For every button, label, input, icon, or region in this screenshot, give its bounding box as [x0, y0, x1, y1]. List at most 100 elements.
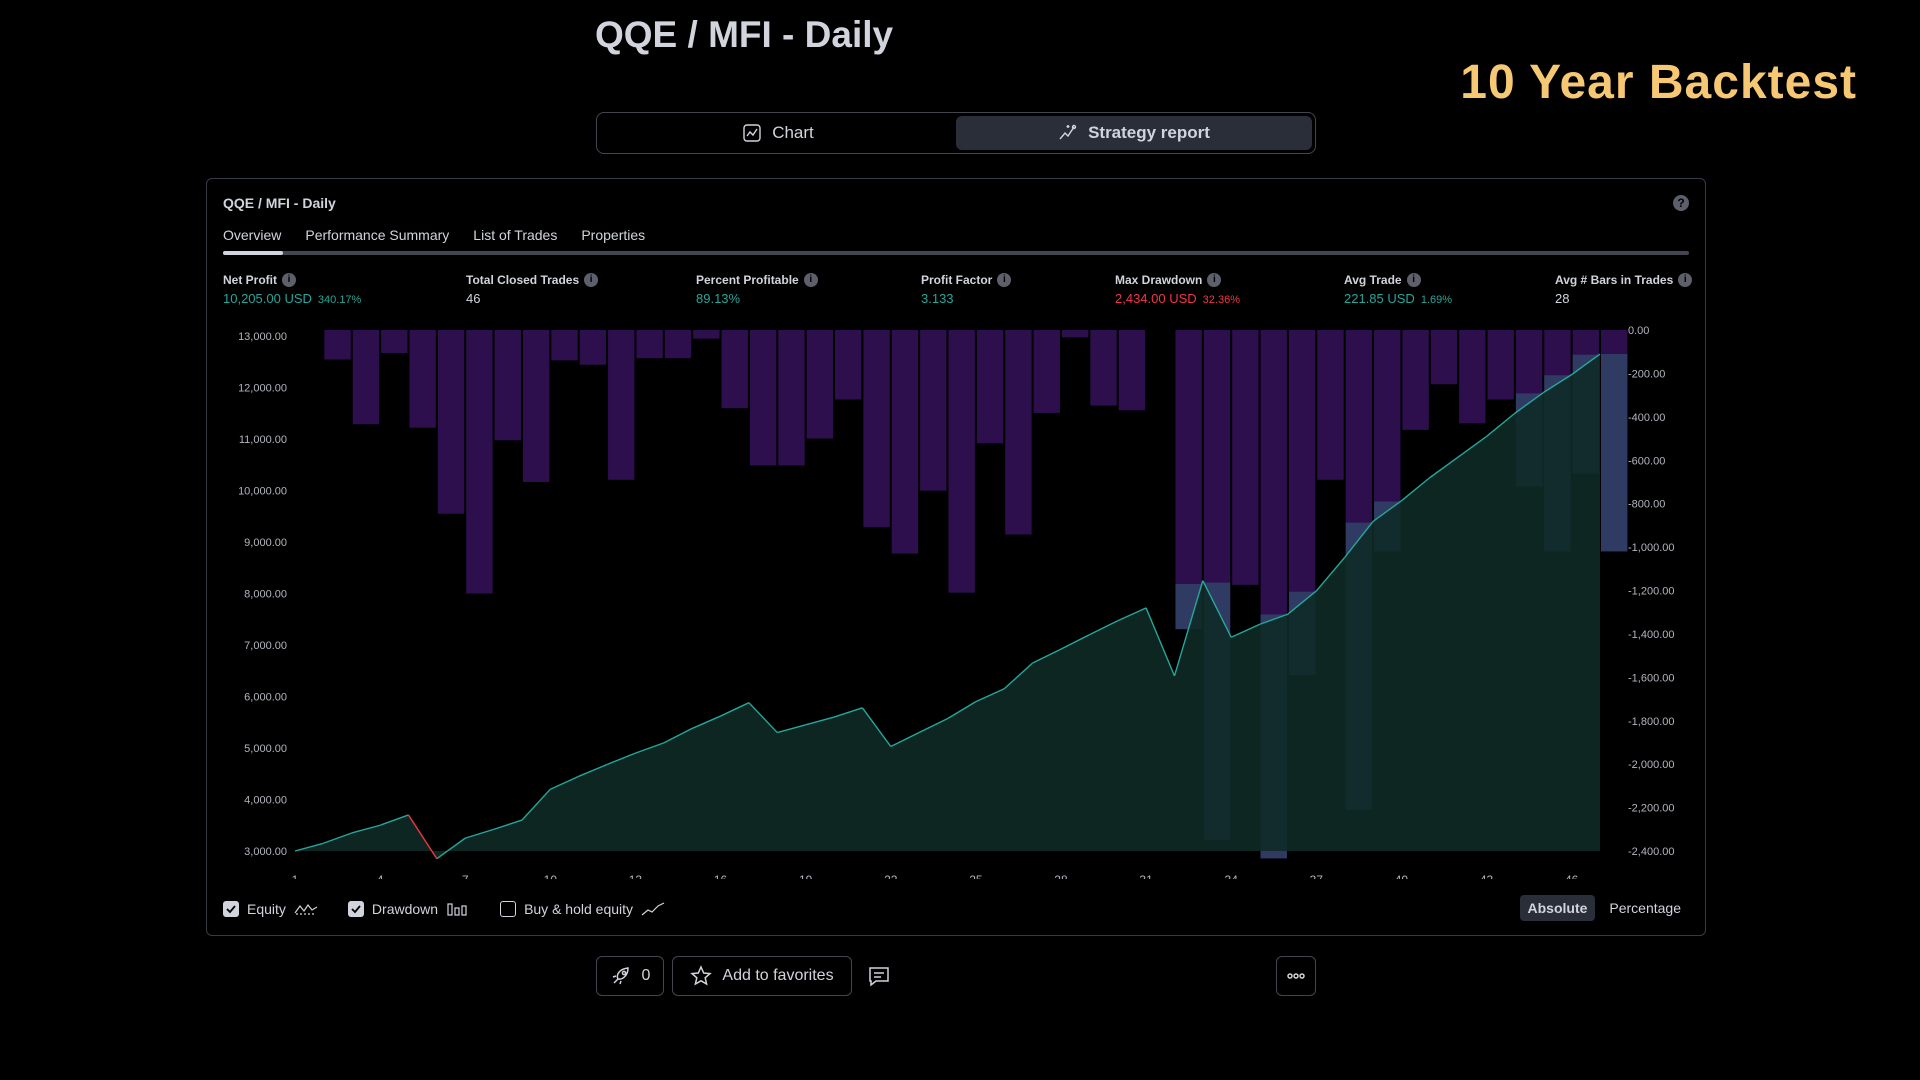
drawdown-bar [551, 330, 578, 361]
y-tick-label-left: 8,000.00 [244, 589, 287, 601]
x-tick-label: 7 [462, 873, 469, 879]
x-tick-label: 22 [884, 873, 898, 879]
drawdown-bar [494, 330, 521, 441]
add-to-favorites-button[interactable]: Add to favorites [672, 956, 852, 996]
legend-buy-hold-equity[interactable]: Buy & hold equity [500, 901, 665, 917]
legend-label: Buy & hold equity [524, 901, 634, 917]
metric-label: Max Drawdown [1115, 273, 1203, 287]
info-icon[interactable]: i [1207, 273, 1222, 287]
y-tick-label-left: 5,000.00 [244, 743, 287, 755]
equity-line-segment [663, 727, 693, 744]
metric-percent: 32.36% [1202, 294, 1240, 306]
equity-line-segment [1344, 520, 1374, 558]
metric-value: 2,434.00 USD [1115, 291, 1197, 306]
y-tick-label-left: 12,000.00 [238, 383, 287, 395]
drawdown-bar [1459, 330, 1486, 424]
y-tick-label-right: -600.00 [1628, 455, 1665, 467]
buy-hold-line-icon [641, 902, 665, 916]
metric-percent: 340.17% [317, 294, 362, 306]
drawdown-bar [976, 330, 1004, 444]
legend-label: Drawdown [371, 901, 439, 917]
info-icon[interactable]: i [584, 273, 599, 287]
page-title: QQE / MFI - Daily [595, 14, 894, 55]
equity-line-segment [918, 718, 948, 734]
y-tick-label-right: -1,000.00 [1628, 542, 1674, 554]
metric-label: Avg Trade [1344, 273, 1402, 287]
x-tick-label: 1 [292, 873, 299, 879]
checkbox-buy-hold-equity[interactable] [500, 901, 517, 917]
info-icon[interactable]: i [1678, 273, 1693, 287]
equity-line-segment [1542, 374, 1573, 394]
metric-total-closed-trades: Total Closed Trades i 46 [466, 273, 599, 306]
checkbox-equity[interactable] [223, 901, 239, 917]
equity-line-segment [1571, 353, 1601, 376]
equity-line-segment [1372, 500, 1402, 522]
equity-line-segment [1259, 613, 1289, 626]
active-tab-indicator [223, 251, 283, 255]
equity-line-segment [550, 775, 579, 790]
legend-drawdown[interactable]: Drawdown [347, 901, 470, 917]
equity-line-segment [1117, 607, 1147, 622]
drawdown-bar [1061, 330, 1089, 338]
drawdown-bar [608, 330, 635, 480]
x-tick-label: 4 [377, 873, 384, 879]
info-icon[interactable]: i [803, 273, 818, 287]
drawdown-bar [721, 330, 748, 409]
equity-drawdown-chart[interactable]: 13,000.0012,000.0011,000.0010,000.009,00… [207, 179, 1705, 879]
boost-button[interactable]: 0 [596, 956, 664, 996]
y-tick-label-right: -1,800.00 [1628, 716, 1674, 728]
equity-line-segment [1003, 662, 1034, 690]
metric-avg-bars-in-trades: Avg # Bars in Trades i 28 [1555, 273, 1693, 306]
info-icon[interactable]: i [282, 273, 296, 287]
tab-list-of-trades[interactable]: List of Trades [473, 227, 558, 243]
drawdown-bars-icon [447, 903, 467, 916]
drawdown-bar [1402, 330, 1429, 430]
help-icon[interactable]: ? [1673, 195, 1689, 211]
comment-icon[interactable] [865, 962, 893, 990]
equity-line-segment [1400, 477, 1431, 502]
metric-label: Avg # Bars in Trades [1555, 273, 1674, 287]
more-options-button[interactable] [1276, 956, 1316, 996]
equity-line-segment [833, 707, 863, 718]
tab-performance-summary[interactable]: Performance Summary [305, 227, 450, 243]
x-tick-label: 25 [969, 873, 983, 879]
y-tick-label-right: -400.00 [1628, 412, 1665, 424]
y-tick-label-left: 6,000.00 [244, 692, 287, 704]
metric-label: Profit Factor [921, 273, 993, 287]
drawdown-bar [1033, 330, 1060, 413]
tab-overview[interactable]: Overview [223, 227, 282, 243]
equity-line-segment [691, 715, 721, 730]
checkmark-icon [351, 905, 361, 914]
chart-legend: Equity Drawdown Buy & hold equity [223, 901, 665, 917]
y-tick-label-left: 10,000.00 [238, 486, 287, 498]
absolute-button[interactable]: Absolute [1519, 895, 1596, 921]
favorites-label: Add to favorites [722, 967, 834, 984]
drawdown-bar [778, 330, 805, 466]
tab-strategy-report[interactable]: Strategy report [956, 116, 1312, 150]
equity-line-segment [606, 752, 636, 766]
drawdown-bar [1430, 330, 1458, 385]
equity-line-segment [465, 828, 494, 839]
drawdown-bar [579, 330, 607, 365]
tab-chart[interactable]: Chart [600, 116, 956, 150]
info-icon[interactable]: i [1406, 273, 1421, 287]
y-tick-label-right: -1,200.00 [1628, 586, 1674, 598]
x-tick-label: 34 [1225, 873, 1239, 879]
equity-line-segment [1514, 392, 1544, 414]
info-icon[interactable]: i [997, 273, 1012, 287]
tabs-underline-track [223, 251, 1689, 255]
equity-line-segment [805, 716, 835, 726]
drawdown-bar [1317, 330, 1344, 480]
x-tick-label: 19 [799, 873, 813, 879]
drawdown-bar [835, 330, 862, 400]
drawdown-bar [920, 330, 947, 491]
equity-line-segment [1230, 623, 1260, 638]
y-tick-label-right: -2,000.00 [1628, 759, 1674, 771]
tab-properties[interactable]: Properties [581, 227, 646, 243]
checkbox-drawdown[interactable] [347, 901, 364, 917]
legend-equity[interactable]: Equity [223, 901, 318, 917]
metric-value: 46 [466, 291, 481, 306]
percentage-button[interactable]: Percentage [1609, 900, 1681, 916]
y-tick-label-right: -1,400.00 [1628, 629, 1674, 641]
backtest-heading: 10 Year Backtest [1460, 56, 1857, 109]
